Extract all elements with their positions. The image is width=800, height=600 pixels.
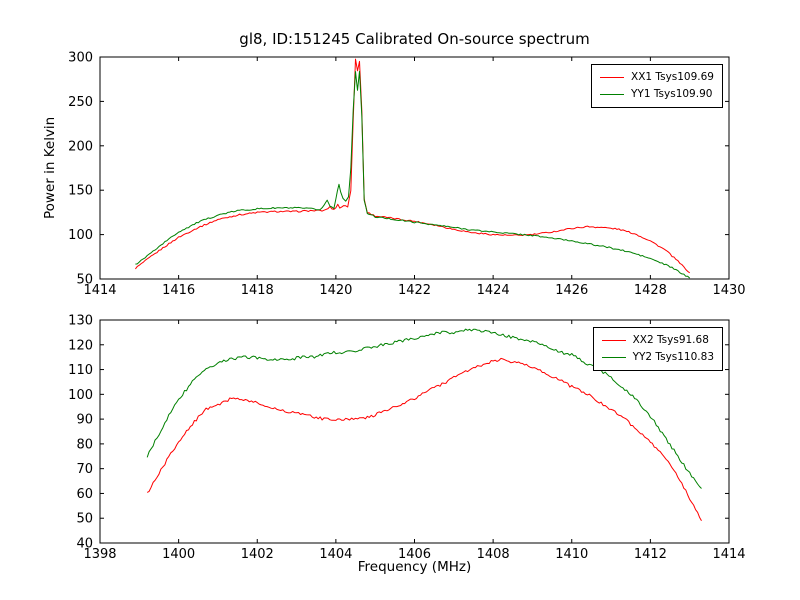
y-tick-label: 200: [68, 139, 93, 154]
y-tick-label: 90: [76, 413, 93, 428]
x-tick-label: 1414: [83, 283, 116, 298]
y-tick-label: 80: [76, 437, 93, 452]
y-tick-label: 150: [68, 184, 93, 199]
x-tick-label: 1410: [555, 547, 588, 562]
x-tick-label: 1414: [712, 547, 745, 562]
x-tick-label: 1412: [634, 547, 667, 562]
legend-label-yy2: YY2 Tsys110.83: [632, 351, 714, 363]
legend-entry: YY1 Tsys109.90: [600, 86, 714, 103]
legend-entry: XX2 Tsys91.68: [601, 332, 714, 349]
y-tick-label: 40: [76, 537, 93, 552]
x-tick-label: 1424: [477, 283, 510, 298]
series-line: [135, 70, 691, 279]
xx2-line-sample: [601, 340, 626, 341]
x-tick-label: 1416: [162, 283, 195, 298]
y-tick-label: 100: [68, 388, 93, 403]
x-tick-label: 1406: [398, 547, 431, 562]
x-tick-label: 1408: [477, 547, 510, 562]
x-tick-label: 1420: [319, 283, 352, 298]
legend-entry: XX1 Tsys109.69: [600, 69, 714, 86]
x-tick-label: 1430: [712, 283, 745, 298]
x-tick-label: 1400: [162, 547, 195, 562]
x-tick-label: 1398: [83, 547, 116, 562]
legend-label-yy1: YY1 Tsys109.90: [631, 88, 713, 100]
series-line: [135, 58, 690, 274]
yy1-line-sample: [600, 94, 625, 95]
x-axis-label: Frequency (MHz): [357, 559, 472, 575]
legend-top: XX1 Tsys109.69 YY1 Tsys109.90: [591, 64, 723, 108]
legend-entry: YY2 Tsys110.83: [601, 349, 714, 366]
y-tick-label: 110: [68, 363, 93, 378]
x-tick-label: 1422: [398, 283, 431, 298]
x-tick-label: 1428: [634, 283, 667, 298]
xx1-line-sample: [600, 77, 625, 78]
y-axis-label: Power in Kelvin: [42, 116, 58, 220]
y-tick-label: 120: [68, 338, 93, 353]
yy2-line-sample: [601, 357, 626, 358]
y-tick-label: 300: [68, 51, 93, 66]
series-line: [146, 357, 702, 521]
y-tick-label: 100: [68, 228, 93, 243]
y-tick-label: 130: [68, 314, 93, 329]
y-tick-label: 60: [76, 487, 93, 502]
series-line: [146, 328, 702, 489]
legend-label-xx2: XX2 Tsys91.68: [632, 334, 709, 346]
y-tick-label: 50: [76, 273, 93, 288]
x-tick-label: 1418: [241, 283, 274, 298]
x-tick-label: 1426: [555, 283, 588, 298]
legend-label-xx1: XX1 Tsys109.69: [631, 71, 714, 83]
y-tick-label: 50: [76, 512, 93, 527]
legend-bottom: XX2 Tsys91.68 YY2 Tsys110.83: [592, 327, 723, 371]
x-tick-label: 1404: [319, 547, 352, 562]
x-tick-label: 1402: [241, 547, 274, 562]
y-tick-label: 70: [76, 462, 93, 477]
y-tick-label: 250: [68, 95, 93, 110]
chart-title: gl8, ID:151245 Calibrated On-source spec…: [239, 30, 590, 48]
